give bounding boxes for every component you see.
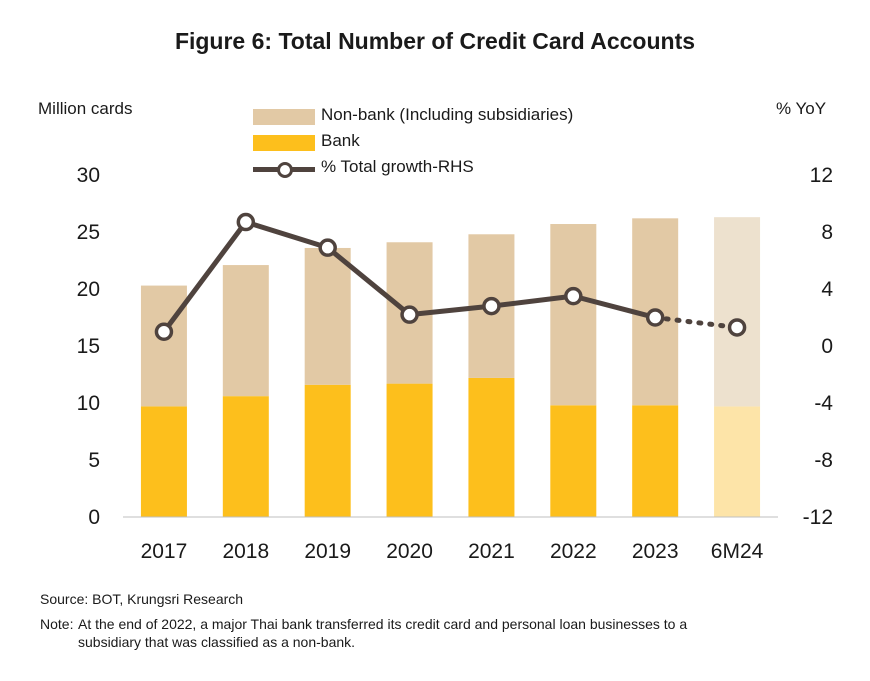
legend-marker-growth — [277, 162, 293, 178]
chart-title: Figure 6: Total Number of Credit Card Ac… — [174, 28, 696, 54]
x-tick-label: 2021 — [468, 540, 515, 563]
bar-bank-6M24 — [714, 406, 761, 517]
bar-nonbank-2022 — [550, 224, 597, 406]
y-right-tick-label: 8 — [821, 221, 833, 244]
bar-bank-2022 — [550, 405, 597, 517]
y-left-tick-label: 20 — [77, 278, 100, 301]
bar-bank-2021 — [468, 377, 515, 517]
growth-point-6M24 — [727, 318, 747, 337]
note-text: At the end of 2022, a major Thai bank tr… — [78, 616, 688, 650]
note-label: Note: — [40, 616, 74, 632]
growth-point-2019 — [318, 238, 337, 257]
x-tick-label: 2018 — [222, 540, 269, 563]
bar-bank-2020 — [386, 383, 433, 517]
legend-label-nonbank: Non-bank (Including subsidiaries) — [321, 105, 574, 124]
bar-nonbank-2019 — [304, 247, 351, 385]
legend-swatch-nonbank — [253, 109, 315, 125]
bar-bank-2019 — [304, 384, 351, 517]
bar-nonbank-2018 — [222, 265, 269, 397]
left-axis-title: Million cards — [38, 99, 133, 118]
bar-bank-2023 — [632, 405, 679, 517]
y-right-tick-label: -4 — [814, 392, 833, 415]
growth-point-2023 — [645, 308, 665, 327]
x-tick-label: 2022 — [550, 540, 597, 563]
y-right-tick-label: 12 — [810, 164, 833, 187]
y-left-tick-label: 10 — [77, 392, 100, 415]
growth-line-dotted — [652, 315, 740, 330]
growth-point-2018 — [236, 212, 256, 232]
x-tick-label: 2023 — [632, 540, 679, 563]
bar-nonbank-6M24 — [714, 217, 761, 407]
y-right-tick-label: 0 — [821, 335, 833, 358]
x-tick-label: 2019 — [304, 540, 351, 563]
source-text: Source: BOT, Krungsri Research — [40, 591, 244, 607]
legend-label-growth: % Total growth-RHS — [321, 157, 474, 176]
y-left-tick-label: 5 — [88, 449, 100, 472]
bar-bank-2017 — [140, 406, 187, 517]
bar-nonbank-2017 — [140, 285, 187, 407]
growth-point-2017 — [154, 322, 174, 341]
growth-point-2020 — [400, 305, 419, 324]
x-tick-label: 2017 — [141, 540, 188, 563]
legend-label-bank: Bank — [321, 131, 360, 150]
y-left-tick-label: 0 — [88, 506, 100, 529]
y-right-tick-label: 4 — [821, 278, 833, 301]
right-axis-title: % YoY — [776, 99, 827, 118]
y-left-tick-label: 15 — [77, 335, 100, 358]
legend-swatch-bank — [253, 135, 315, 151]
growth-point-2022 — [564, 286, 583, 306]
growth-point-2021 — [482, 296, 501, 316]
note-block: Note: At the end of 2022, a major Thai ba… — [40, 615, 698, 651]
x-tick-label: 2020 — [386, 540, 433, 563]
y-left-tick-label: 30 — [77, 164, 100, 187]
bar-bank-2018 — [222, 396, 269, 517]
x-tick-label: 6M24 — [711, 540, 764, 563]
y-right-tick-label: -12 — [803, 506, 833, 529]
y-right-tick-label: -8 — [814, 449, 833, 472]
y-left-tick-label: 25 — [77, 221, 100, 244]
